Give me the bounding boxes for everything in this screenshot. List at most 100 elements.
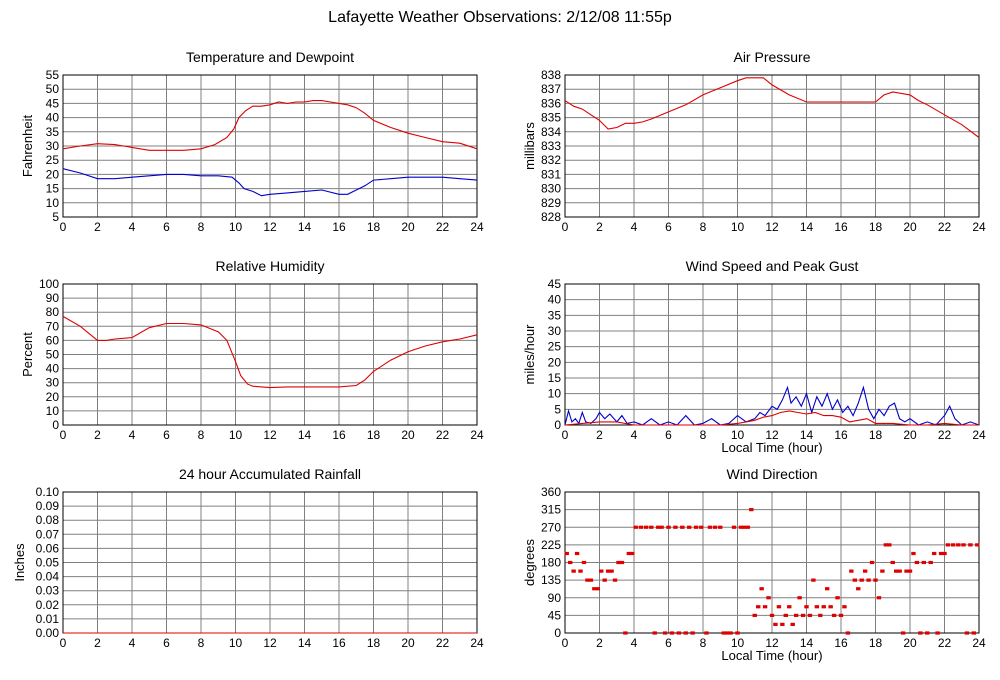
direction-xtick-label: 4 (631, 636, 638, 650)
temp-ytick-label: 10 (46, 196, 60, 210)
pressure-xtick-label: 2 (596, 220, 603, 234)
direction-point (845, 631, 851, 635)
direction-point (907, 569, 913, 573)
direction-point (904, 569, 909, 573)
temp-ytick-label: 55 (46, 68, 60, 82)
humidity-xtick-label: 6 (163, 428, 170, 442)
wind-series-line-blue (564, 385, 980, 426)
temp-ylabel: Fahrenheit (20, 115, 35, 178)
direction-point (911, 551, 916, 556)
rain-xtick-label: 6 (163, 636, 170, 650)
temp-ytick-label: 5 (52, 210, 59, 224)
direction-point (592, 587, 597, 591)
wind-ytick-label: 5 (554, 402, 561, 416)
direction-point (828, 605, 833, 609)
direction-point (655, 525, 661, 529)
pressure-ytick-label: 837 (541, 82, 561, 96)
humidity-xtick-label: 22 (436, 428, 450, 442)
direction-ytick-label: 315 (541, 503, 561, 517)
direction-point (873, 578, 878, 582)
wind-xtick-label: 8 (700, 428, 707, 442)
humidity-xtick-label: 2 (94, 428, 101, 442)
rain-ytick-label: 0.08 (36, 513, 60, 527)
humidity-xtick-label: 24 (470, 428, 484, 442)
humidity-ytick-label: 30 (46, 376, 60, 390)
direction-point (712, 525, 718, 529)
direction-point (738, 525, 744, 529)
direction-point (869, 560, 875, 565)
temp-ytick-label: 40 (46, 111, 60, 125)
wind-xlabel: Local Time (hour) (721, 440, 822, 455)
pressure-ytick-label: 833 (541, 139, 561, 153)
direction-ytick-label: 0 (554, 626, 561, 640)
direction-xtick-label: 2 (596, 636, 603, 650)
direction-point (574, 551, 580, 556)
direction-ytick-label: 360 (541, 485, 561, 499)
pressure-ytick-label: 835 (541, 111, 561, 125)
humidity-ytick-label: 60 (46, 333, 60, 347)
direction-point (928, 560, 933, 565)
direction-point (616, 560, 621, 565)
pressure-title: Air Pressure (733, 49, 810, 65)
direction-point (780, 622, 785, 626)
direction-point (571, 569, 576, 573)
direction-point (897, 569, 902, 573)
direction-point (666, 525, 671, 529)
temp-series-line-blue (62, 168, 478, 197)
wind-xtick-label: 10 (731, 428, 745, 442)
direction-point (773, 622, 778, 626)
humidity-xtick-label: 18 (367, 428, 381, 442)
direction-point (693, 525, 699, 529)
direction-point (807, 613, 813, 617)
direction-point (856, 587, 861, 591)
direction-xtick-label: 22 (938, 636, 952, 650)
humidity-ylabel: Percent (20, 332, 35, 377)
pressure-series-line-red (564, 77, 980, 138)
direction-point (942, 551, 947, 556)
direction-point (609, 569, 614, 573)
direction-point (818, 613, 823, 617)
page-title: Lafayette Weather Observations: 2/12/08 … (328, 9, 672, 26)
direction-point (718, 525, 723, 529)
direction-point (623, 631, 628, 635)
temp-xtick-label: 24 (470, 220, 484, 234)
direction-point (968, 543, 973, 547)
wind-ytick-label: 25 (548, 340, 562, 354)
direction-point (704, 631, 709, 635)
direction-point (971, 631, 977, 635)
direction-point (585, 578, 590, 582)
direction-point (931, 551, 937, 556)
direction-point (776, 605, 782, 609)
pressure-xtick-label: 4 (631, 220, 638, 234)
direction-point (975, 543, 980, 547)
direction-point (724, 631, 730, 635)
direction-title: Wind Direction (726, 466, 817, 482)
rain-ytick-label: 0.03 (36, 584, 60, 598)
temp-xtick-label: 18 (367, 220, 381, 234)
temp-ytick-label: 45 (46, 96, 60, 110)
temp-xtick-label: 14 (298, 220, 312, 234)
direction-point (595, 587, 600, 591)
wind-frame (564, 283, 980, 426)
direction-point (783, 613, 788, 617)
direction-point (578, 569, 583, 573)
humidity-xtick-label: 0 (60, 428, 67, 442)
direction-point (690, 631, 695, 635)
temp-xtick-label: 2 (94, 220, 101, 234)
rain-ytick-label: 0.07 (36, 527, 60, 541)
humidity-ytick-label: 20 (46, 390, 60, 404)
temp-xtick-label: 12 (263, 220, 277, 234)
direction-point (602, 578, 607, 582)
direction-point (762, 605, 768, 609)
direction-point (838, 613, 844, 617)
pressure-ylabel: millibars (522, 122, 537, 170)
direction-frame (564, 491, 980, 634)
direction-point (862, 569, 868, 573)
rain-xtick-label: 4 (129, 636, 136, 650)
humidity-xtick-label: 10 (229, 428, 243, 442)
temp-xtick-label: 22 (436, 220, 450, 234)
direction-xtick-label: 16 (834, 636, 848, 650)
rain-xtick-label: 22 (436, 636, 450, 650)
rain-xtick-label: 12 (263, 636, 277, 650)
